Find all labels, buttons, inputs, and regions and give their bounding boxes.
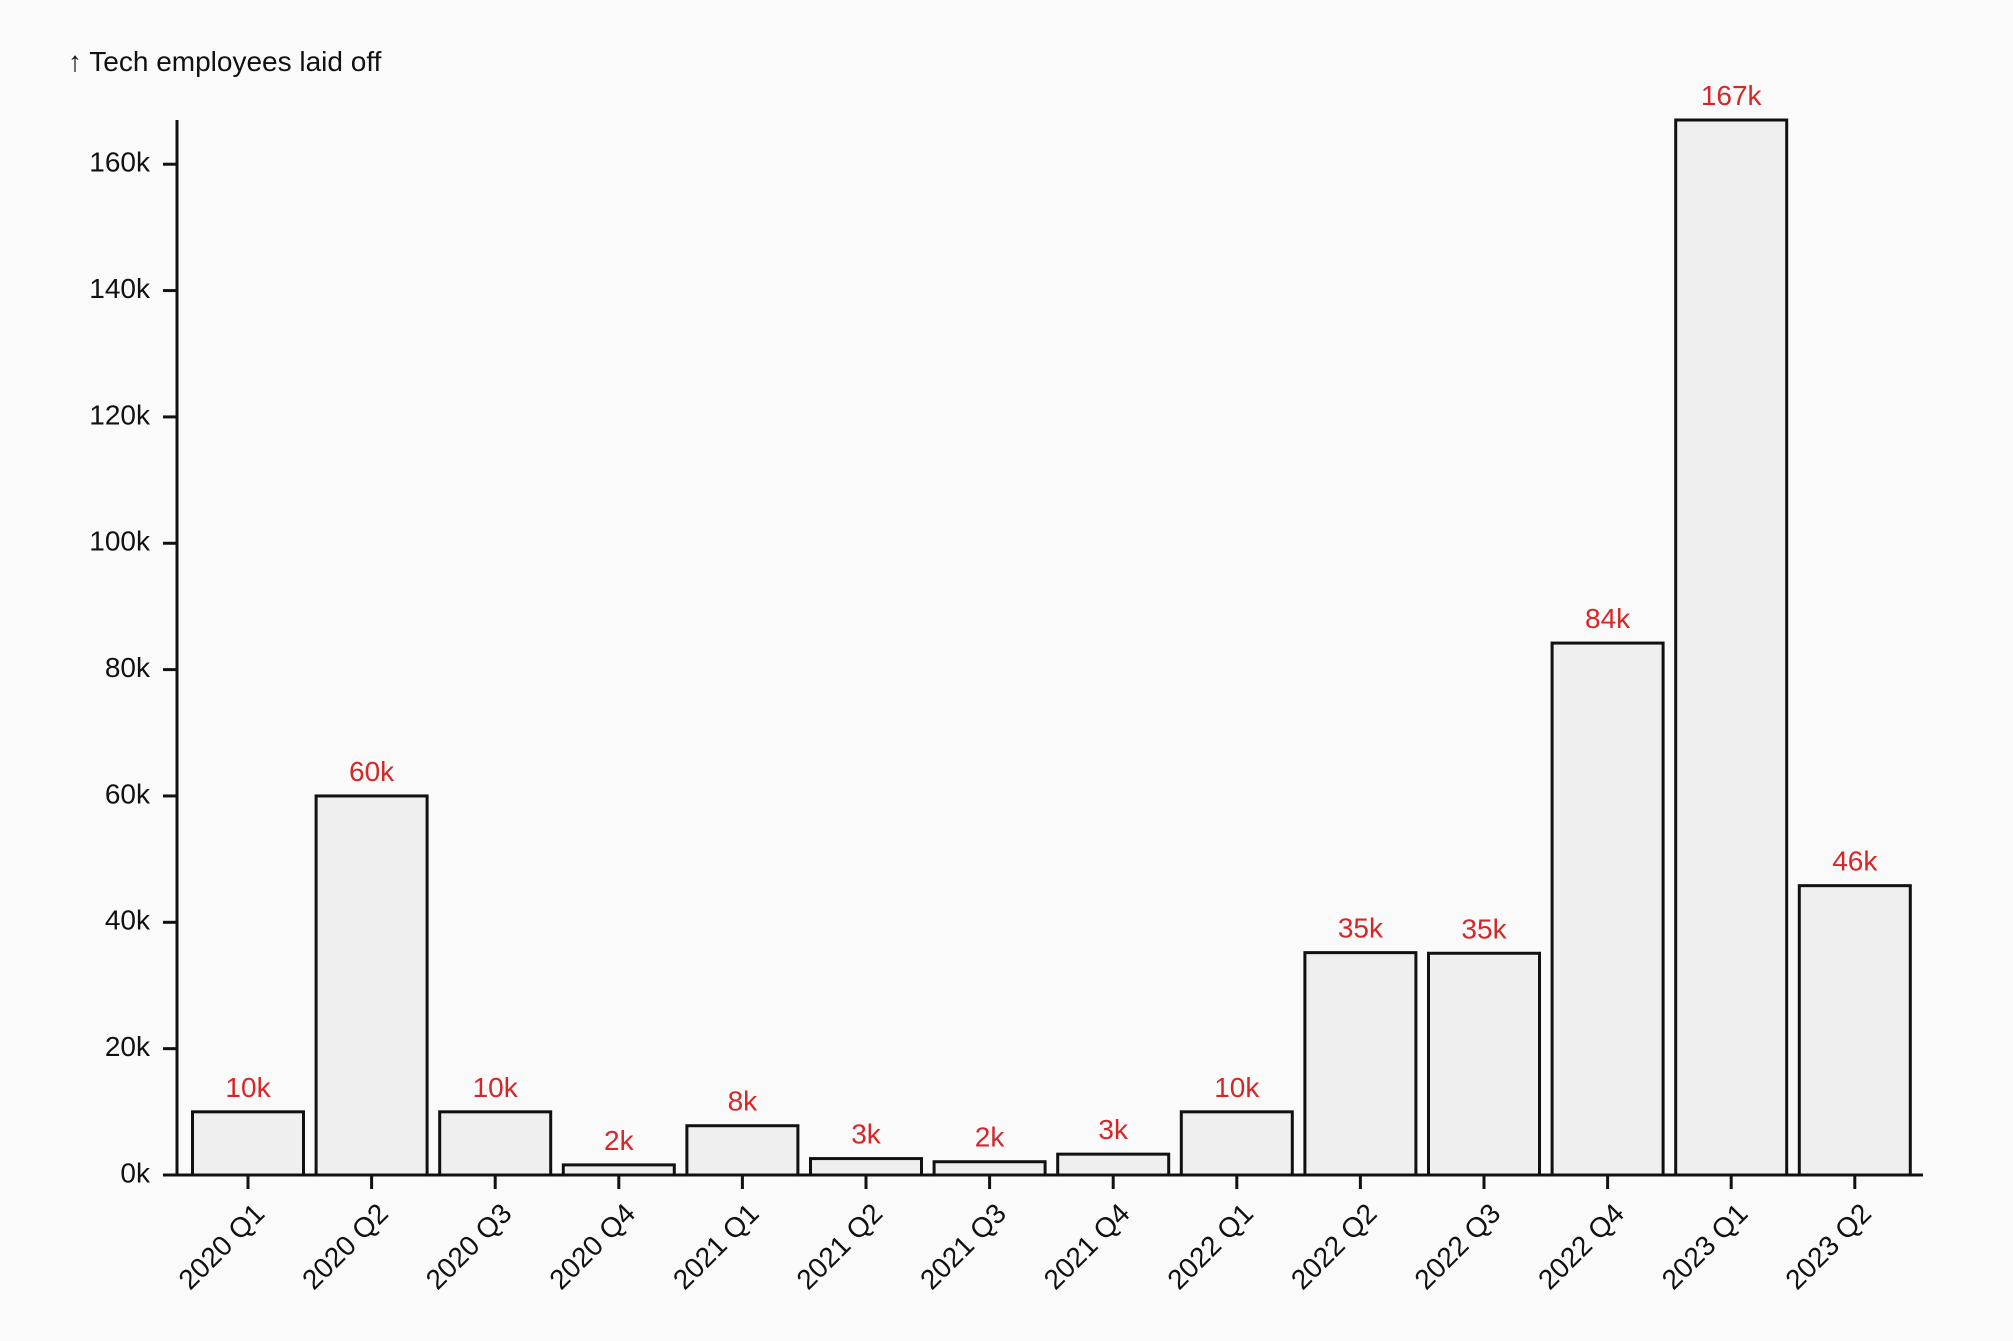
bar [1303, 951, 1418, 1177]
data-label: 46k [1832, 846, 1878, 877]
data-label: 60k [349, 756, 395, 787]
data-label: 167k [1701, 80, 1763, 111]
bar [809, 1157, 923, 1177]
x-tick-label: 2022 Q3 [1409, 1197, 1507, 1295]
y-axis: 0k 20k 40k 60k 80k 100k 120k 140k 160k [89, 120, 179, 1188]
x-tick-label: 2023 Q1 [1656, 1197, 1754, 1295]
y-tick-label: 120k [89, 399, 151, 430]
x-tick-label: 2021 Q3 [914, 1197, 1012, 1295]
data-label: 35k [1338, 913, 1384, 944]
y-tick-label: 60k [105, 778, 151, 809]
x-tick-label: 2020 Q1 [173, 1197, 271, 1295]
bar [1427, 951, 1541, 1177]
y-tick-label: 20k [105, 1031, 151, 1062]
data-label: 10k [473, 1072, 519, 1103]
bar [1056, 1152, 1171, 1177]
bar [191, 1110, 305, 1177]
data-label: 3k [851, 1119, 882, 1150]
data-label: 84k [1585, 603, 1631, 634]
x-tick-label: 2022 Q2 [1285, 1197, 1383, 1295]
data-label: 3k [1098, 1114, 1129, 1145]
x-tick-label: 2021 Q4 [1038, 1197, 1136, 1295]
data-label: 2k [604, 1125, 635, 1156]
bar [1674, 118, 1789, 1177]
x-tick-label: 2022 Q4 [1532, 1197, 1630, 1295]
y-tick-label: 140k [89, 273, 151, 304]
x-tick-label: 2020 Q2 [296, 1197, 394, 1295]
bar [932, 1160, 1047, 1177]
x-axis: 2020 Q1 2020 Q2 2020 Q3 2020 Q4 2021 Q1 2021 … [173, 1173, 1923, 1295]
y-tick-label: 80k [105, 652, 151, 683]
bar [438, 1110, 553, 1177]
bar [314, 794, 429, 1177]
bar [685, 1124, 800, 1177]
y-tick-label: 160k [89, 147, 151, 178]
data-label: 2k [975, 1122, 1006, 1153]
bar [1797, 884, 1912, 1177]
bars-group [191, 118, 1912, 1177]
data-label: 10k [1214, 1072, 1260, 1103]
bar [1550, 641, 1665, 1177]
x-tick-label: 2020 Q4 [543, 1197, 641, 1295]
data-labels-group: 10k 60k 10k 2k 8k 3k 2k 3k 10k 35k 35k 84k 167k 46k [225, 80, 1878, 1156]
data-label: 10k [225, 1072, 271, 1103]
bar [561, 1163, 676, 1177]
x-tick-label: 2022 Q1 [1161, 1197, 1259, 1295]
y-tick-label: 0k [120, 1157, 151, 1188]
y-axis-label: ↑ Tech employees laid off [68, 46, 382, 77]
x-tick-label: 2020 Q3 [420, 1197, 518, 1295]
y-tick-label: 100k [89, 526, 151, 557]
data-label: 8k [728, 1086, 759, 1117]
data-label: 35k [1461, 913, 1507, 944]
y-tick-label: 40k [105, 905, 151, 936]
x-tick-label: 2021 Q1 [667, 1197, 765, 1295]
x-tick-label: 2023 Q2 [1779, 1197, 1877, 1295]
bar [1179, 1110, 1294, 1177]
x-tick-label: 2021 Q2 [791, 1197, 889, 1295]
